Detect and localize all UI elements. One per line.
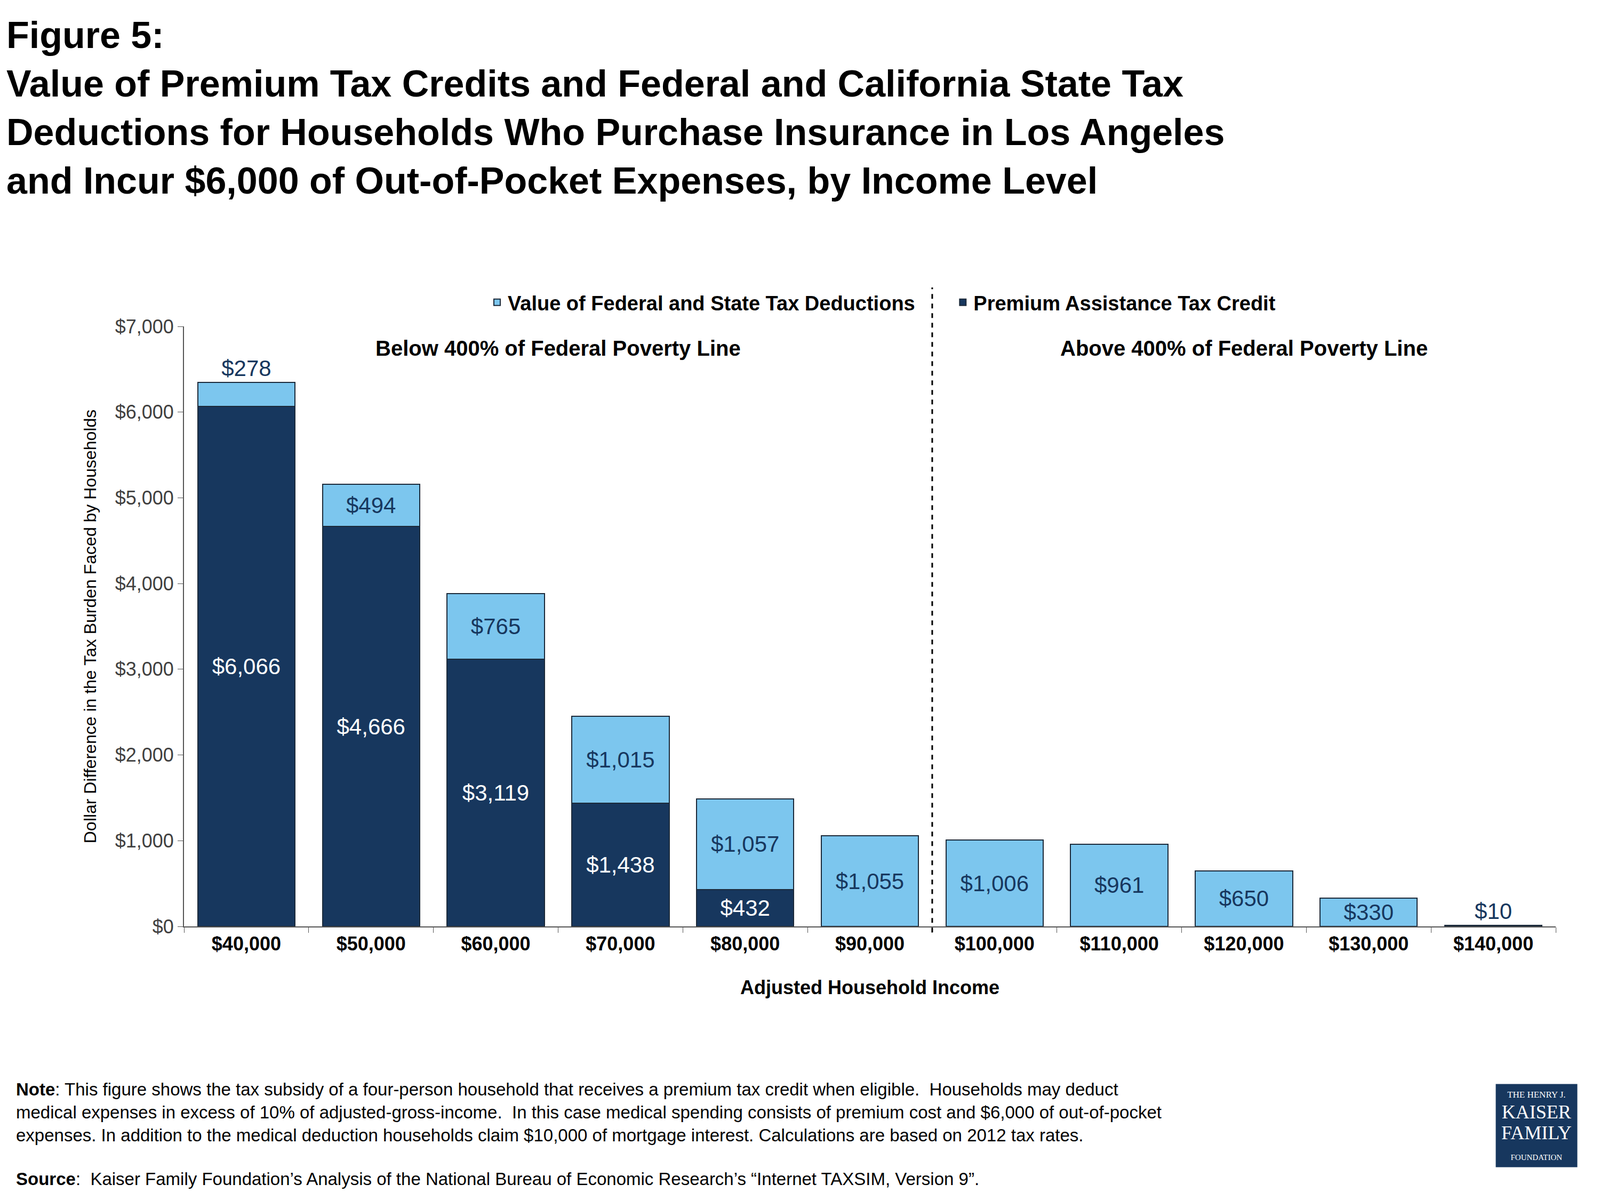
svg-text:$3,000: $3,000 <box>115 658 174 680</box>
svg-text:Below 400% of Federal Poverty: Below 400% of Federal Poverty Line <box>375 336 741 360</box>
svg-text:$765: $765 <box>470 613 521 639</box>
svg-text:$650: $650 <box>1219 885 1269 911</box>
svg-text:$1,057: $1,057 <box>710 831 780 857</box>
svg-text:$1,055: $1,055 <box>835 868 904 894</box>
svg-text:$432: $432 <box>720 895 770 921</box>
svg-text:$70,000: $70,000 <box>585 932 655 955</box>
svg-text:$961: $961 <box>1094 872 1144 898</box>
svg-text:$278: $278 <box>221 355 271 381</box>
svg-text:$120,000: $120,000 <box>1203 932 1284 955</box>
svg-text:$140,000: $140,000 <box>1453 932 1534 955</box>
svg-text:Above 400% of Federal Poverty: Above 400% of Federal Poverty Line <box>1060 336 1428 360</box>
svg-text:$0: $0 <box>152 915 174 938</box>
svg-text:$330: $330 <box>1344 899 1394 925</box>
svg-text:$1,438: $1,438 <box>586 852 655 878</box>
svg-text:$1,015: $1,015 <box>586 747 655 773</box>
svg-text:$4,000: $4,000 <box>115 572 174 595</box>
svg-text:$494: $494 <box>346 492 396 518</box>
svg-text:$50,000: $50,000 <box>336 932 406 955</box>
svg-text:$6,000: $6,000 <box>115 401 174 423</box>
svg-text:Value of Federal and State Tax: Value of Federal and State Tax Deduction… <box>507 292 916 315</box>
svg-text:$40,000: $40,000 <box>211 932 282 955</box>
svg-text:$6,066: $6,066 <box>212 653 281 679</box>
svg-text:$90,000: $90,000 <box>835 932 905 955</box>
svg-text:$2,000: $2,000 <box>115 744 174 766</box>
svg-text:$100,000: $100,000 <box>954 932 1035 955</box>
svg-text:$1,000: $1,000 <box>115 829 174 852</box>
svg-text:$7,000: $7,000 <box>115 315 174 338</box>
svg-text:$110,000: $110,000 <box>1080 932 1159 955</box>
svg-text:Dollar Difference in the Tax B: Dollar Difference in the Tax Burden Face… <box>80 409 100 844</box>
svg-text:Adjusted Household Income: Adjusted Household Income <box>740 976 1000 999</box>
svg-text:Source: Kaiser Family Foundat: Source: Kaiser Family Foundation’s Analy… <box>16 1169 980 1189</box>
svg-text:$60,000: $60,000 <box>460 932 531 955</box>
svg-text:$10: $10 <box>1474 898 1512 924</box>
svg-text:$4,666: $4,666 <box>336 714 405 740</box>
svg-text:$130,000: $130,000 <box>1328 932 1409 955</box>
svg-text:Figure 5:Value of Premium Tax: Figure 5:Value of Premium Tax Credits an… <box>6 14 1225 202</box>
svg-text:Note: This figure shows the ta: Note: This figure shows the tax subsidy … <box>16 1079 1162 1146</box>
svg-text:$3,119: $3,119 <box>462 780 530 806</box>
svg-text:THE HENRY J.KAISERFAMILYFOUNDA: THE HENRY J.KAISERFAMILYFOUNDATION <box>1501 1089 1572 1162</box>
svg-text:$5,000: $5,000 <box>115 486 174 509</box>
svg-text:Premium Assistance Tax Credit: Premium Assistance Tax Credit <box>973 292 1276 315</box>
svg-text:$80,000: $80,000 <box>710 932 780 955</box>
svg-text:$1,006: $1,006 <box>960 870 1029 896</box>
